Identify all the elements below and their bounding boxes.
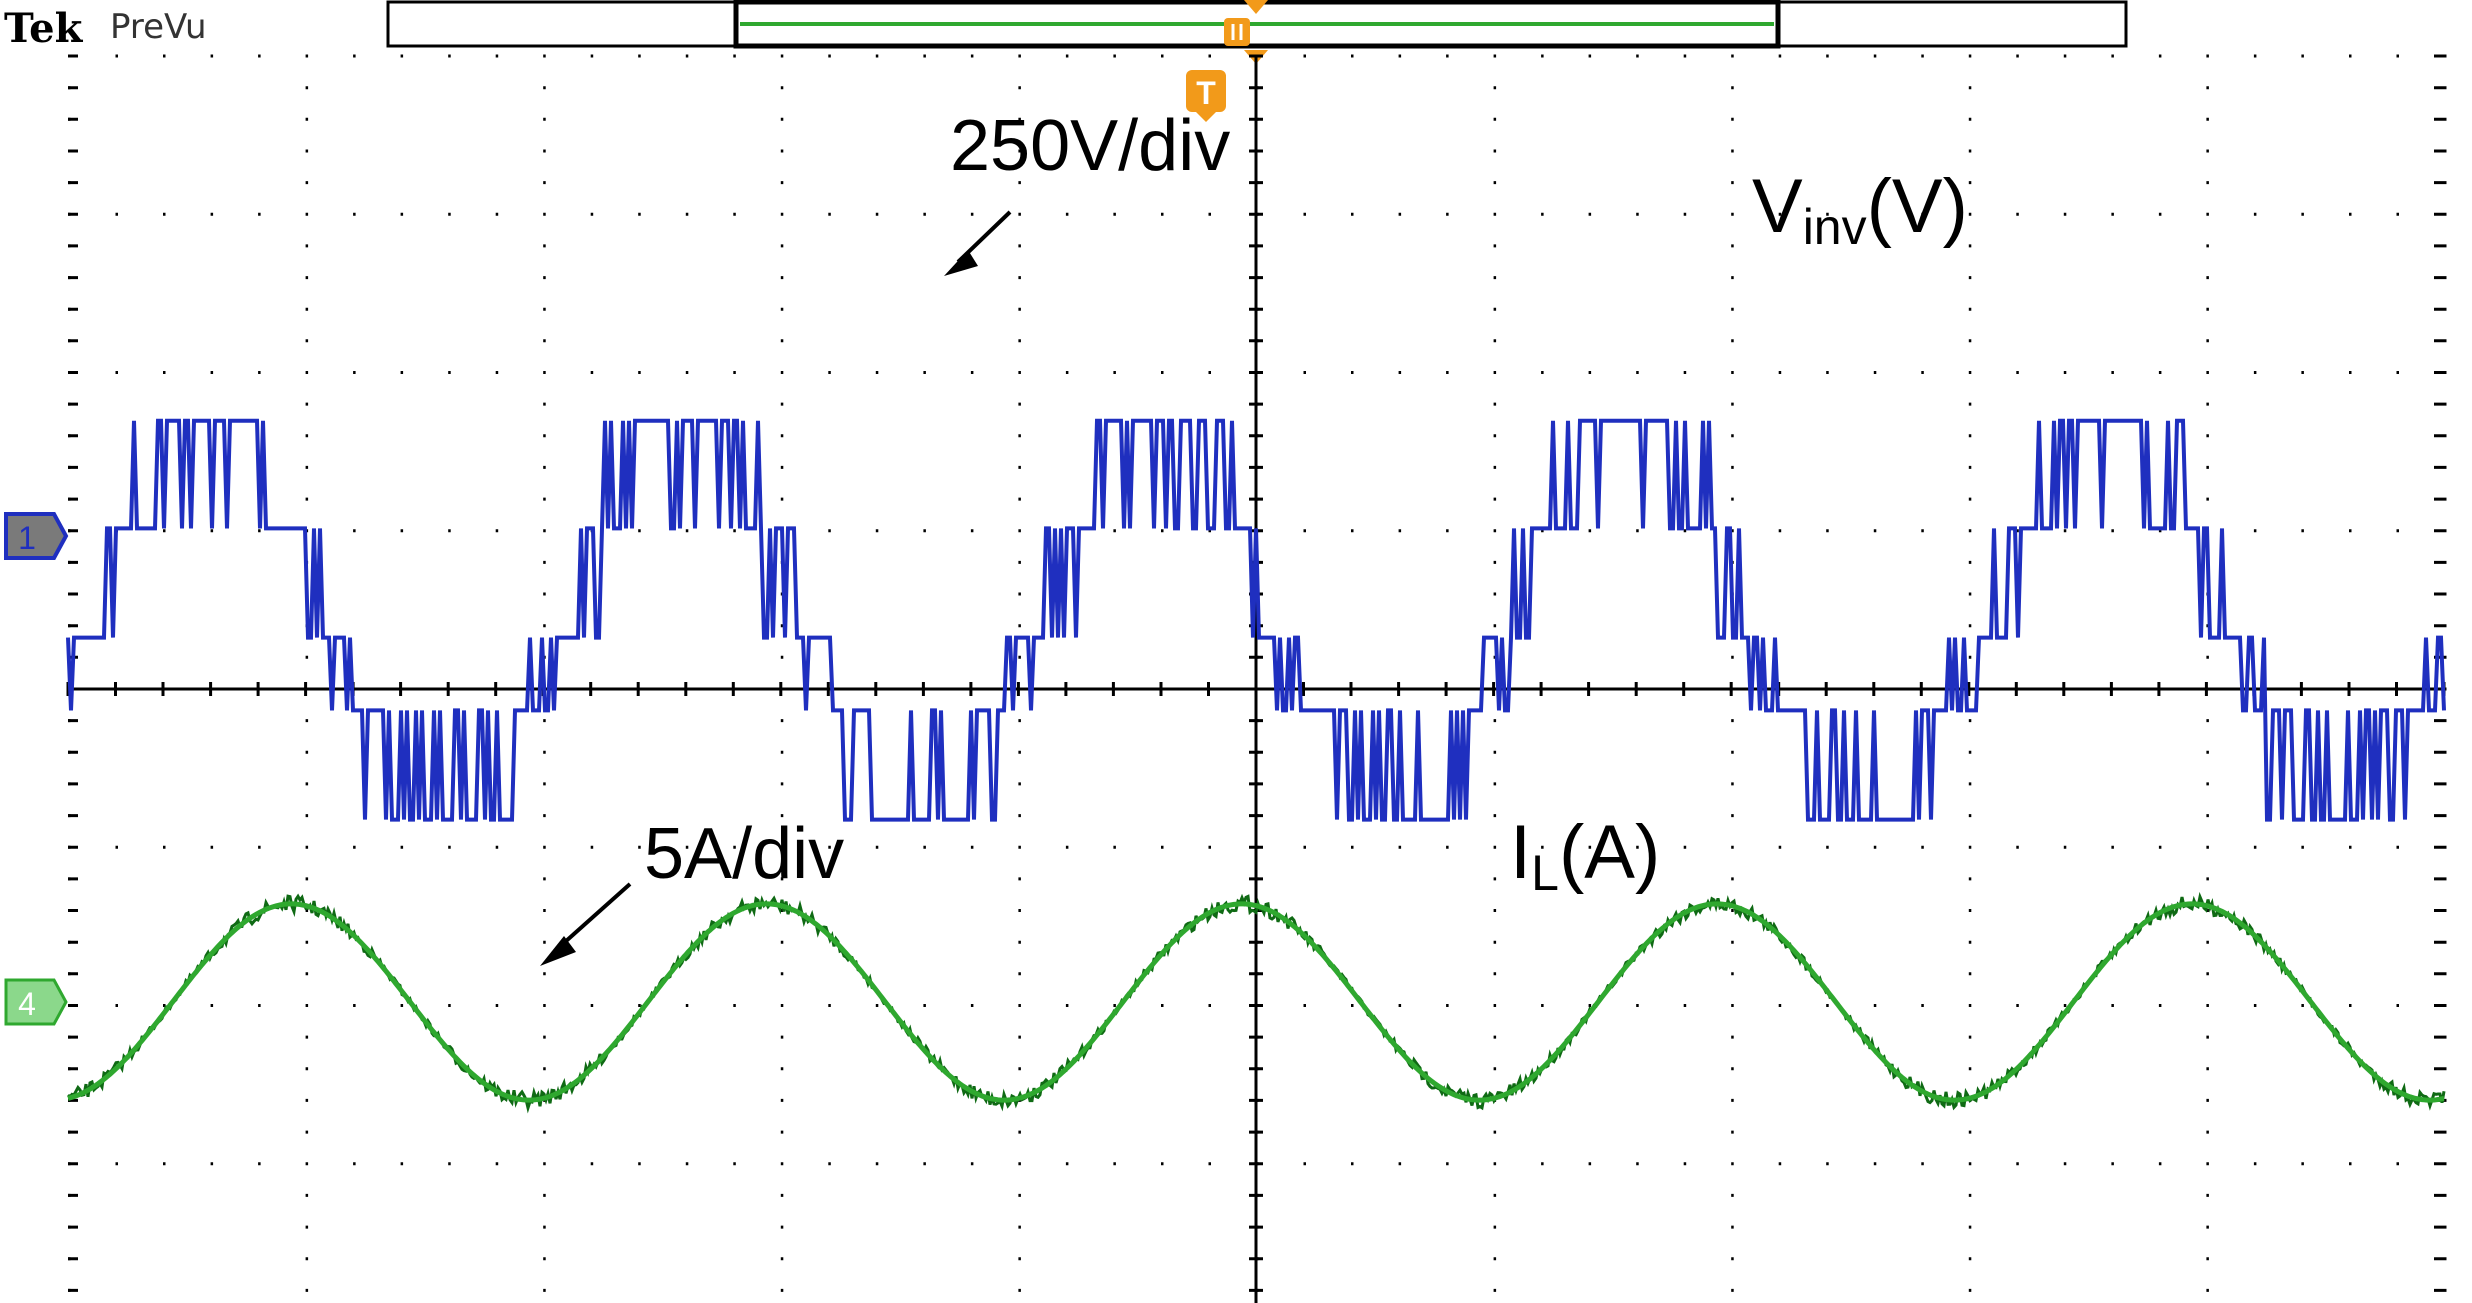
series-il-trace (67, 901, 2445, 1103)
channel-4-marker[interactable]: 4 (4, 978, 68, 1026)
trigger-marker-icon[interactable]: T (1186, 70, 1226, 122)
trigger-marker-label: T (1196, 75, 1216, 111)
series-il-scale-arrow (540, 882, 632, 966)
frame-ticks (68, 54, 2444, 1292)
series-il-scale-label: 5A/div (644, 814, 844, 894)
series-vinv-scale-arrow (944, 210, 1012, 276)
graticule (66, 54, 2447, 1303)
brand-logo: Tek (4, 5, 84, 52)
trigger-position-icon[interactable] (1224, 0, 1268, 64)
acquisition-mode: PreVu (110, 7, 207, 47)
channel-1-marker[interactable]: 1 (4, 512, 69, 560)
series-il-ripple (66, 891, 2446, 1114)
channel-1-label: 1 (18, 520, 36, 556)
channel-4-label: 4 (18, 986, 36, 1022)
waveform-area (66, 418, 2446, 1114)
header-bar: Tek PreVu (4, 0, 2128, 64)
center-axes (66, 54, 2446, 1303)
series-il-label: IL(A) (1510, 810, 1660, 901)
series-vinv-trace (66, 418, 2446, 822)
series-vinv-label: Vinv(V) (1752, 164, 1968, 255)
series-vinv-scale-label: 250V/div (950, 106, 1230, 186)
